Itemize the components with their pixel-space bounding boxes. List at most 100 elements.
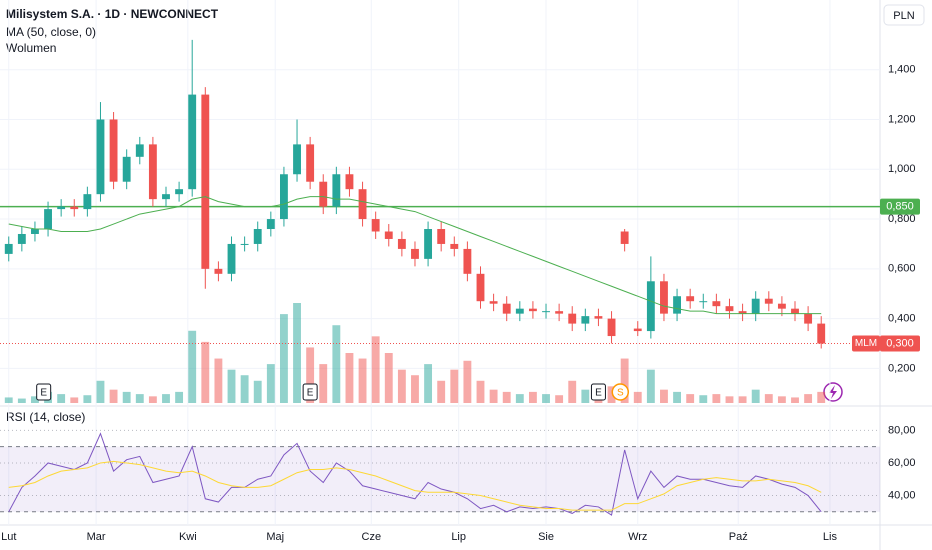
volume-bar <box>568 380 577 403</box>
event-badge <box>611 383 630 401</box>
candle-body <box>568 313 577 324</box>
hline-label: 0,850 <box>886 201 914 213</box>
candle-body <box>253 229 262 244</box>
volume-bar <box>4 397 13 403</box>
candle-body <box>214 268 223 274</box>
candle-body <box>358 189 367 220</box>
candle-body <box>817 323 826 344</box>
volume-bar <box>699 395 708 403</box>
candle-body <box>777 303 786 309</box>
volume-bar <box>777 396 786 403</box>
candle-body <box>266 219 275 230</box>
candle-body <box>306 144 315 182</box>
candle-body <box>332 174 341 207</box>
candle-body <box>699 301 708 303</box>
volume-bar <box>515 394 524 403</box>
y-tick-label: 40,00 <box>888 489 916 501</box>
volume-bar <box>109 389 118 403</box>
volume-bar <box>266 364 275 403</box>
candle-body <box>424 229 433 259</box>
candle-body <box>581 316 590 324</box>
candle-body <box>148 144 157 200</box>
volume-bar <box>371 336 380 403</box>
volume-bar <box>188 330 197 403</box>
candle-body <box>4 243 13 254</box>
event-label: E <box>40 388 47 399</box>
candle-body <box>411 248 419 259</box>
candle-body <box>175 189 184 195</box>
candle-body <box>764 298 773 304</box>
volume-bar <box>502 391 511 403</box>
volume-bar <box>293 303 301 403</box>
volume-bar <box>384 353 393 403</box>
volume-bar <box>31 396 39 403</box>
candle-body <box>70 206 79 210</box>
candle-body <box>712 301 721 307</box>
currency-button[interactable] <box>883 4 925 26</box>
rsi-title[interactable]: RSI (14, close) <box>6 410 85 424</box>
alert-icon[interactable] <box>823 382 843 402</box>
candle-body <box>227 243 236 274</box>
volume-bar <box>463 360 472 403</box>
event-label: S <box>617 388 624 399</box>
volume-bar <box>201 341 210 403</box>
hline-label-bg <box>880 198 920 215</box>
volume-bar <box>332 325 341 403</box>
volume-bar <box>581 389 590 403</box>
candle-body <box>450 243 459 249</box>
candle-body <box>542 311 550 313</box>
volume-bar <box>319 364 328 403</box>
price-label-bg <box>880 335 920 352</box>
volume-bar <box>135 394 144 403</box>
indicator-label[interactable]: MA (50, close, 0) <box>6 25 96 39</box>
volume-bar <box>489 389 498 403</box>
candle-body <box>293 144 301 175</box>
volume-bar <box>96 380 105 403</box>
candle-body <box>476 273 485 302</box>
x-tick-label: Maj <box>266 531 284 543</box>
volume-bar <box>240 375 249 403</box>
y-tick-label: 80,00 <box>888 424 916 436</box>
volume-bar <box>725 396 734 403</box>
candle-body <box>804 313 813 324</box>
volume-bar <box>437 380 446 403</box>
x-tick-label: Lis <box>823 531 838 543</box>
candle-body <box>489 301 498 304</box>
volume-bar <box>358 358 367 403</box>
volume-bar <box>83 395 92 403</box>
symbol-label-bg <box>852 335 880 352</box>
volume-bar <box>712 394 721 403</box>
currency-label: PLN <box>893 10 914 22</box>
candle-body <box>188 94 197 190</box>
volume-bar <box>660 389 668 403</box>
volume-bar <box>57 394 66 403</box>
candle-body <box>31 229 39 234</box>
candle-body <box>515 308 524 314</box>
candle-body <box>620 231 629 244</box>
volume-bar <box>528 391 537 403</box>
candle-body <box>384 231 393 239</box>
candle-body <box>791 308 799 314</box>
event-label: E <box>307 388 314 399</box>
candle-body <box>279 174 288 220</box>
indicator-label[interactable]: Wolumen <box>6 41 56 55</box>
y-tick-label: 0,200 <box>888 362 916 374</box>
volume-bar <box>253 380 262 403</box>
volume-bar <box>607 386 616 403</box>
volume-bar <box>764 394 773 403</box>
volume-bar <box>397 369 406 403</box>
candle-body <box>555 311 564 314</box>
candle-body <box>83 194 92 210</box>
y-tick-label: 60,00 <box>888 457 916 469</box>
candle-body <box>44 209 52 230</box>
candle-body <box>463 248 472 274</box>
volume-bar <box>214 358 223 403</box>
candle-body <box>96 119 105 195</box>
x-tick-label: Mar <box>87 531 106 543</box>
volume-bar <box>411 375 419 403</box>
volume-bar <box>791 397 799 403</box>
rsi-line <box>8 460 822 511</box>
moving-average <box>8 196 822 315</box>
candle-body <box>319 181 328 207</box>
